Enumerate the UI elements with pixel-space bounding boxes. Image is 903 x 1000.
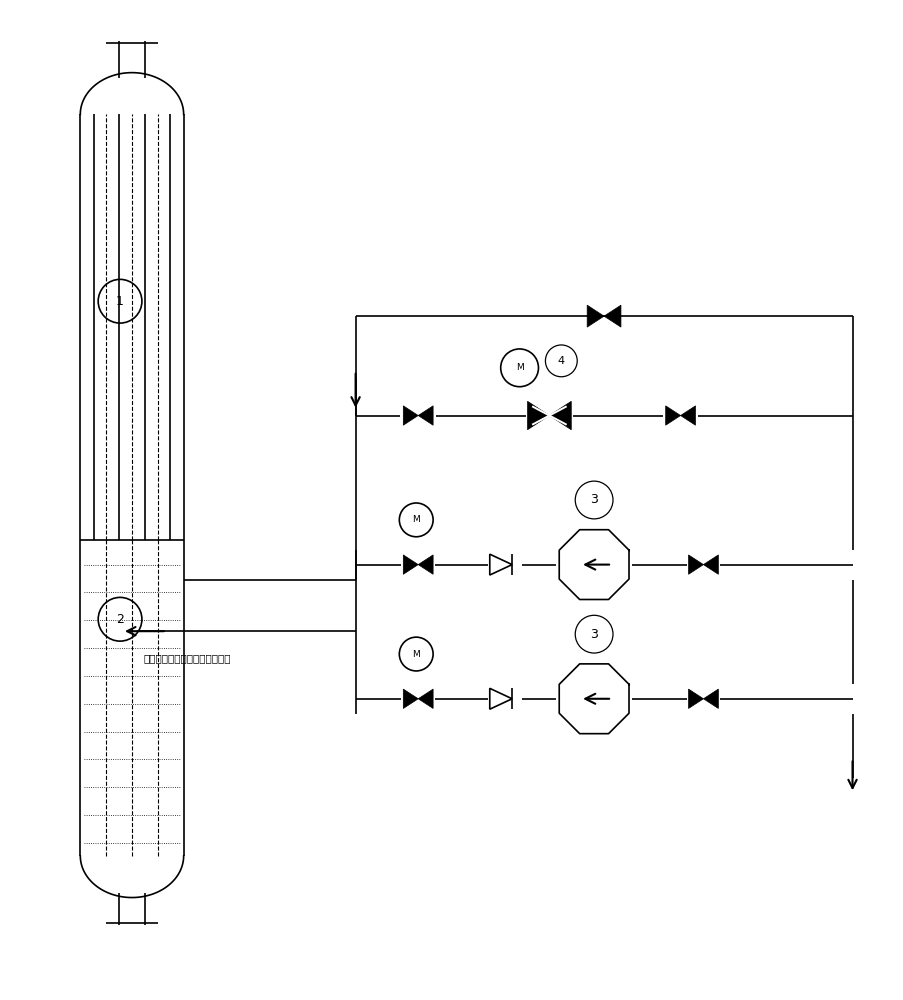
Text: 至电厂凝结水系统或机组排水槽: 至电厂凝结水系统或机组排水槽 [144,653,231,663]
Polygon shape [688,689,703,708]
Polygon shape [603,305,620,327]
Polygon shape [703,555,718,574]
Polygon shape [703,689,718,708]
Text: M: M [412,515,420,524]
Text: 3: 3 [590,493,598,506]
Polygon shape [680,406,694,425]
Polygon shape [549,401,571,430]
Polygon shape [403,555,418,574]
Polygon shape [418,689,433,708]
Polygon shape [688,555,703,574]
Text: 4: 4 [557,356,564,366]
Text: M: M [515,363,523,372]
Polygon shape [527,401,549,430]
Polygon shape [403,406,418,425]
Polygon shape [665,406,680,425]
Polygon shape [418,555,433,574]
Text: 3: 3 [590,628,598,641]
Polygon shape [403,689,418,708]
Text: M: M [412,650,420,659]
Polygon shape [418,406,433,425]
Polygon shape [587,305,603,327]
Text: 2: 2 [116,613,124,626]
Text: 1: 1 [116,295,124,308]
